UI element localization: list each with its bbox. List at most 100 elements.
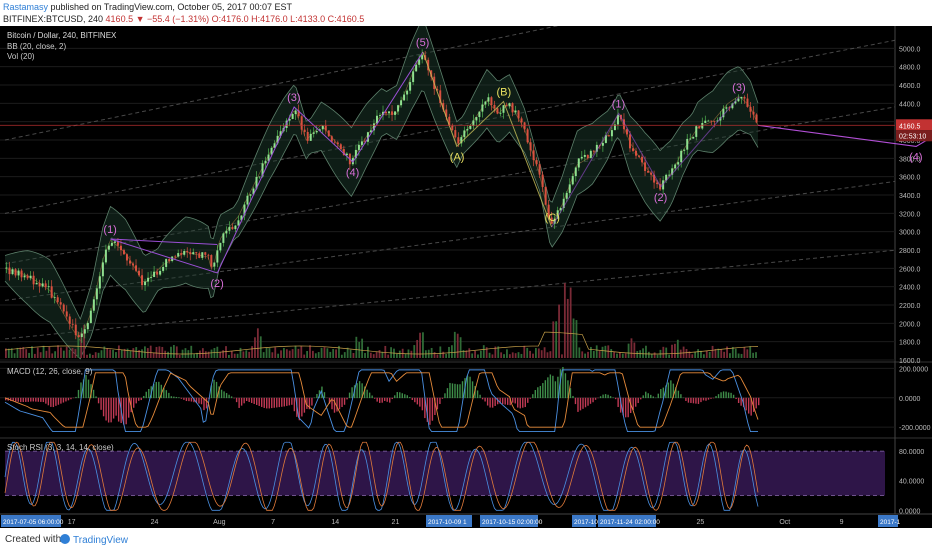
chart-svg[interactable]: 5000.04800.04600.04400.04200.04000.03800… bbox=[0, 26, 932, 528]
candle-body bbox=[490, 97, 493, 105]
volume-bar bbox=[115, 352, 117, 358]
macd-histogram-bar bbox=[328, 397, 331, 404]
macd-histogram-bar bbox=[12, 397, 14, 402]
candle-body bbox=[306, 131, 309, 141]
volume-bar bbox=[532, 353, 534, 358]
volume-bar bbox=[277, 353, 280, 358]
macd-histogram-bar bbox=[602, 394, 604, 399]
wave-label: (3) bbox=[732, 82, 745, 94]
volume-bar bbox=[77, 332, 80, 358]
volume-bar bbox=[682, 346, 685, 358]
macd-histogram-bar bbox=[318, 390, 321, 399]
candle-body bbox=[363, 141, 366, 143]
candle-body bbox=[713, 120, 716, 122]
candle-body bbox=[213, 262, 216, 267]
macd-histogram-bar bbox=[143, 395, 145, 399]
macd-histogram-bar bbox=[127, 397, 130, 418]
tradingview-brand: TradingView bbox=[73, 535, 129, 546]
macd-histogram-bar bbox=[715, 396, 717, 399]
candle-body bbox=[406, 90, 409, 95]
volume-bar bbox=[338, 345, 340, 358]
time-highlight-badge bbox=[878, 515, 898, 527]
volume-bar bbox=[225, 346, 227, 358]
macd-histogram-bar bbox=[30, 397, 32, 402]
volume-bar bbox=[436, 354, 439, 358]
volume-bar bbox=[233, 353, 236, 358]
macd-histogram-bar bbox=[705, 397, 707, 401]
macd-histogram-bar bbox=[750, 397, 752, 416]
macd-histogram-bar bbox=[722, 391, 725, 399]
macd-histogram-bar bbox=[745, 397, 747, 411]
wave-label: (4) bbox=[346, 167, 359, 179]
candle-body bbox=[493, 104, 496, 109]
macd-histogram-bar bbox=[45, 397, 47, 404]
volume-bar bbox=[630, 338, 633, 358]
time-tick-label: 25 bbox=[697, 519, 705, 526]
candle-body bbox=[511, 103, 514, 113]
volume-bar bbox=[100, 350, 103, 358]
volume-bar bbox=[65, 346, 68, 358]
volume-bar bbox=[103, 346, 106, 358]
symbol-label: BITFINEX:BTCUSD, 240 bbox=[3, 14, 104, 24]
volume-bar bbox=[254, 337, 256, 358]
volume-bar bbox=[117, 345, 120, 358]
volume-bar bbox=[679, 349, 682, 358]
macd-histogram-bar bbox=[15, 397, 17, 402]
volume-bar bbox=[529, 350, 532, 358]
macd-histogram-bar bbox=[363, 386, 366, 399]
candle-body bbox=[144, 281, 147, 286]
volume-bar bbox=[375, 351, 378, 358]
volume-bar bbox=[506, 349, 508, 358]
volume-bar bbox=[265, 347, 268, 358]
time-highlight-label: 2017-10 bbox=[574, 519, 598, 526]
macd-histogram-bar bbox=[384, 397, 386, 401]
volume-bar bbox=[283, 348, 285, 358]
volume-bar bbox=[149, 345, 152, 358]
candle-body bbox=[577, 158, 580, 168]
candle-body bbox=[638, 155, 641, 157]
volume-bar bbox=[10, 348, 13, 358]
volume-bar bbox=[474, 350, 476, 358]
volume-bar bbox=[213, 347, 216, 358]
macd-histogram-bar bbox=[107, 397, 110, 423]
macd-histogram-bar bbox=[140, 397, 142, 401]
time-tick-label: 24 bbox=[151, 519, 159, 526]
candle-body bbox=[183, 251, 186, 255]
macd-histogram-bar bbox=[624, 397, 627, 418]
volume-bar bbox=[526, 347, 529, 358]
candle-body bbox=[264, 160, 267, 164]
macd-histogram-bar bbox=[522, 397, 524, 408]
tradingview-link[interactable]: TradingView bbox=[60, 534, 128, 546]
macd-histogram-bar bbox=[348, 392, 351, 399]
volume-bar bbox=[175, 346, 178, 358]
price-tick-label: 2000.0 bbox=[899, 321, 921, 328]
volume-bar bbox=[219, 351, 222, 358]
macd-histogram-bar bbox=[158, 381, 160, 399]
macd-histogram-bar bbox=[35, 397, 37, 402]
macd-histogram-bar bbox=[371, 395, 373, 399]
volume-bar bbox=[172, 345, 175, 358]
candle-body bbox=[372, 123, 375, 131]
publish-info: published on TradingView.com, October 05… bbox=[48, 2, 293, 12]
macd-histogram-bar bbox=[406, 395, 408, 399]
candle-body bbox=[342, 149, 345, 156]
candle-body bbox=[508, 103, 511, 107]
volume-bar bbox=[71, 347, 74, 358]
volume-bar bbox=[433, 352, 436, 358]
volume-bar bbox=[369, 352, 372, 358]
volume-bar bbox=[459, 337, 462, 358]
candle-body bbox=[231, 226, 234, 230]
wave-label: (5) bbox=[416, 37, 429, 49]
macd-histogram-bar bbox=[491, 397, 494, 408]
volume-bar bbox=[39, 352, 42, 358]
volume-bar bbox=[584, 353, 587, 358]
candle-body bbox=[686, 138, 689, 150]
macd-histogram-bar bbox=[486, 397, 489, 406]
price-tick-label: 2400.0 bbox=[899, 285, 921, 292]
candle-body bbox=[237, 220, 240, 226]
candle-body bbox=[412, 71, 415, 83]
chart-area[interactable]: 5000.04800.04600.04400.04200.04000.03800… bbox=[0, 26, 932, 528]
volume-bar bbox=[120, 349, 123, 358]
macd-histogram-bar bbox=[599, 396, 602, 399]
author-link[interactable]: Rastamasy bbox=[3, 2, 49, 12]
